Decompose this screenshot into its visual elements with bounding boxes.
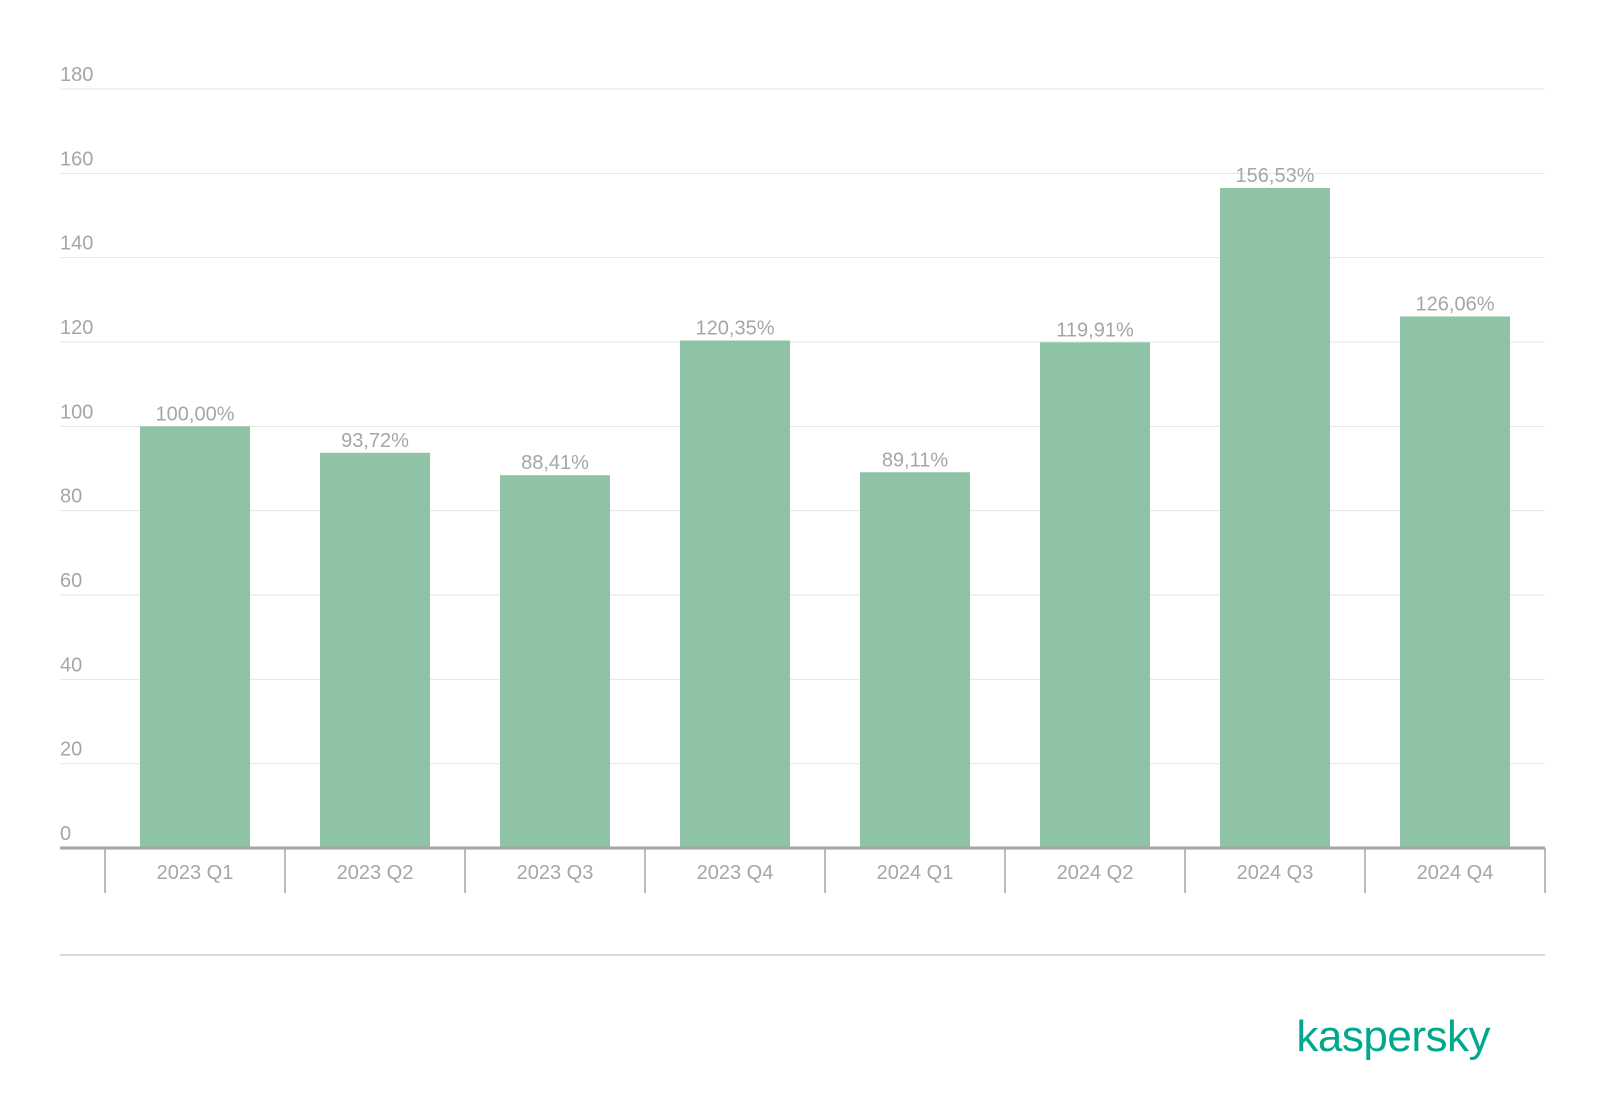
x-tick-label: 2024 Q1 [877,862,954,884]
kaspersky-logo: kaspersky [1296,1012,1490,1061]
x-axis: 2023 Q1 2023 Q2 2023 Q3 2023 Q4 2024 Q1 2024 … [60,846,1546,893]
data-label: 126,06% [1416,293,1495,315]
x-tick-label: 2024 Q4 [1417,862,1494,884]
x-tick-label: 2024 Q2 [1057,862,1134,884]
data-label: 119,91% [1056,319,1134,341]
bars [140,187,1510,849]
bar [500,475,610,848]
bar [320,452,430,848]
data-label: 100,00% [156,403,235,425]
y-tick-label: 100 [60,401,93,423]
data-label: 89,11% [882,449,949,471]
bar [1400,316,1510,848]
x-tick-label: 2023 Q1 [157,862,234,884]
y-tick-label: 160 [60,148,93,170]
y-tick-label: 60 [60,570,82,592]
y-tick-label: 20 [60,739,82,761]
y-tick-label: 180 [60,64,93,86]
x-tick-label: 2023 Q4 [697,862,774,884]
x-tick-label: 2023 Q2 [337,862,414,884]
y-axis-ticks: 0 20 40 60 80 100 120 140 160 180 [60,64,93,845]
y-tick-label: 140 [60,233,93,255]
y-tick-label: 120 [60,317,93,339]
data-label: 88,41% [521,452,589,474]
data-label: 156,53% [1236,165,1315,187]
y-tick-label: 40 [60,654,82,676]
bar [1040,342,1150,848]
data-label: 93,72% [341,430,409,452]
y-tick-label: 0 [60,823,71,845]
bar [1220,187,1330,849]
data-label: 120,35% [696,318,775,340]
bar [140,426,250,848]
y-tick-label: 80 [60,486,82,508]
x-tick-label: 2024 Q3 [1237,862,1314,884]
bar [680,340,790,848]
x-tick-label: 2023 Q3 [517,862,594,884]
bar [860,472,970,848]
gridlines [60,88,1545,765]
data-labels: 100,00% 93,72% 88,41% 120,35% 89,11% 119,91% 1… [156,165,1495,474]
